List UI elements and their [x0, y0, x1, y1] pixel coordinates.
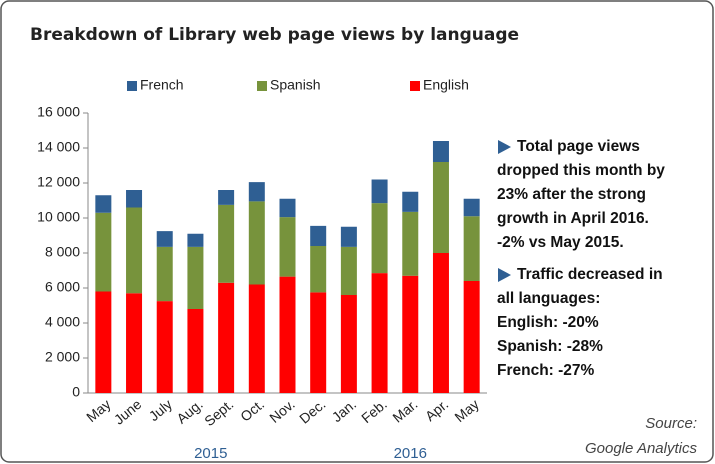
annotation: French: -27%	[497, 362, 595, 379]
bar	[187, 233, 204, 247]
bar	[340, 295, 357, 393]
legend-swatch	[127, 81, 137, 91]
bar	[432, 162, 449, 253]
annotation: growth in April 2016.	[497, 210, 649, 227]
bar	[432, 141, 449, 162]
bar	[310, 225, 327, 246]
bar	[95, 195, 112, 213]
bar	[218, 190, 235, 205]
y-tick-label: 8 000	[45, 244, 80, 260]
bar	[248, 182, 265, 202]
chart-title: Breakdown of Library web page views by l…	[30, 25, 519, 45]
bar	[218, 204, 235, 283]
bar	[95, 212, 112, 292]
bar	[126, 207, 143, 294]
y-tick-label: 0	[72, 384, 80, 400]
annotation: English: -20%	[497, 314, 599, 331]
bar	[248, 284, 265, 393]
bar	[371, 203, 388, 274]
bullet-marker	[498, 268, 511, 282]
bar	[402, 191, 419, 212]
bar	[279, 276, 296, 393]
bar	[432, 253, 449, 393]
bar	[371, 179, 388, 204]
bar	[126, 293, 143, 393]
source: Source:	[645, 415, 697, 432]
bar	[218, 282, 235, 393]
bullet-marker	[498, 140, 511, 154]
legend-label: Spanish	[270, 77, 321, 93]
bar	[402, 211, 419, 276]
legend-label: English	[423, 77, 469, 93]
bar	[340, 246, 357, 295]
bar	[279, 217, 296, 277]
bar	[463, 198, 480, 217]
bar	[463, 281, 480, 393]
legend-swatch	[410, 81, 420, 91]
bar	[310, 246, 327, 293]
source: Google Analytics	[585, 440, 698, 457]
y-tick-label: 6 000	[45, 279, 80, 295]
annotation: all languages:	[497, 290, 600, 307]
y-tick-label: 4 000	[45, 314, 80, 330]
bar	[402, 275, 419, 393]
bar	[95, 291, 112, 393]
bar	[248, 201, 265, 285]
bar	[310, 292, 327, 393]
legend-swatch	[257, 81, 267, 91]
x-group-label: 2015	[194, 445, 227, 462]
x-group-label: 2016	[394, 445, 427, 462]
bar	[126, 190, 143, 208]
bar	[371, 273, 388, 393]
bar	[156, 301, 173, 393]
annotation: Traffic decreased in	[517, 266, 663, 283]
bar	[187, 246, 204, 309]
bar	[279, 198, 296, 218]
bar	[187, 309, 204, 393]
annotation: Total page views	[517, 138, 640, 155]
annotation: Spanish: -28%	[497, 338, 603, 355]
bar	[156, 246, 173, 302]
y-tick-label: 14 000	[37, 139, 80, 155]
y-tick-label: 16 000	[37, 104, 80, 120]
y-tick-label: 2 000	[45, 349, 80, 365]
annotation: 23% after the strong	[497, 186, 646, 203]
legend-label: French	[140, 77, 184, 93]
annotation: dropped this month by	[497, 162, 665, 179]
annotation: -2% vs May 2015.	[497, 234, 624, 251]
bar	[340, 226, 357, 247]
y-tick-label: 10 000	[37, 209, 80, 225]
bar	[156, 231, 173, 247]
y-tick-label: 12 000	[37, 174, 80, 190]
bar	[463, 216, 480, 281]
